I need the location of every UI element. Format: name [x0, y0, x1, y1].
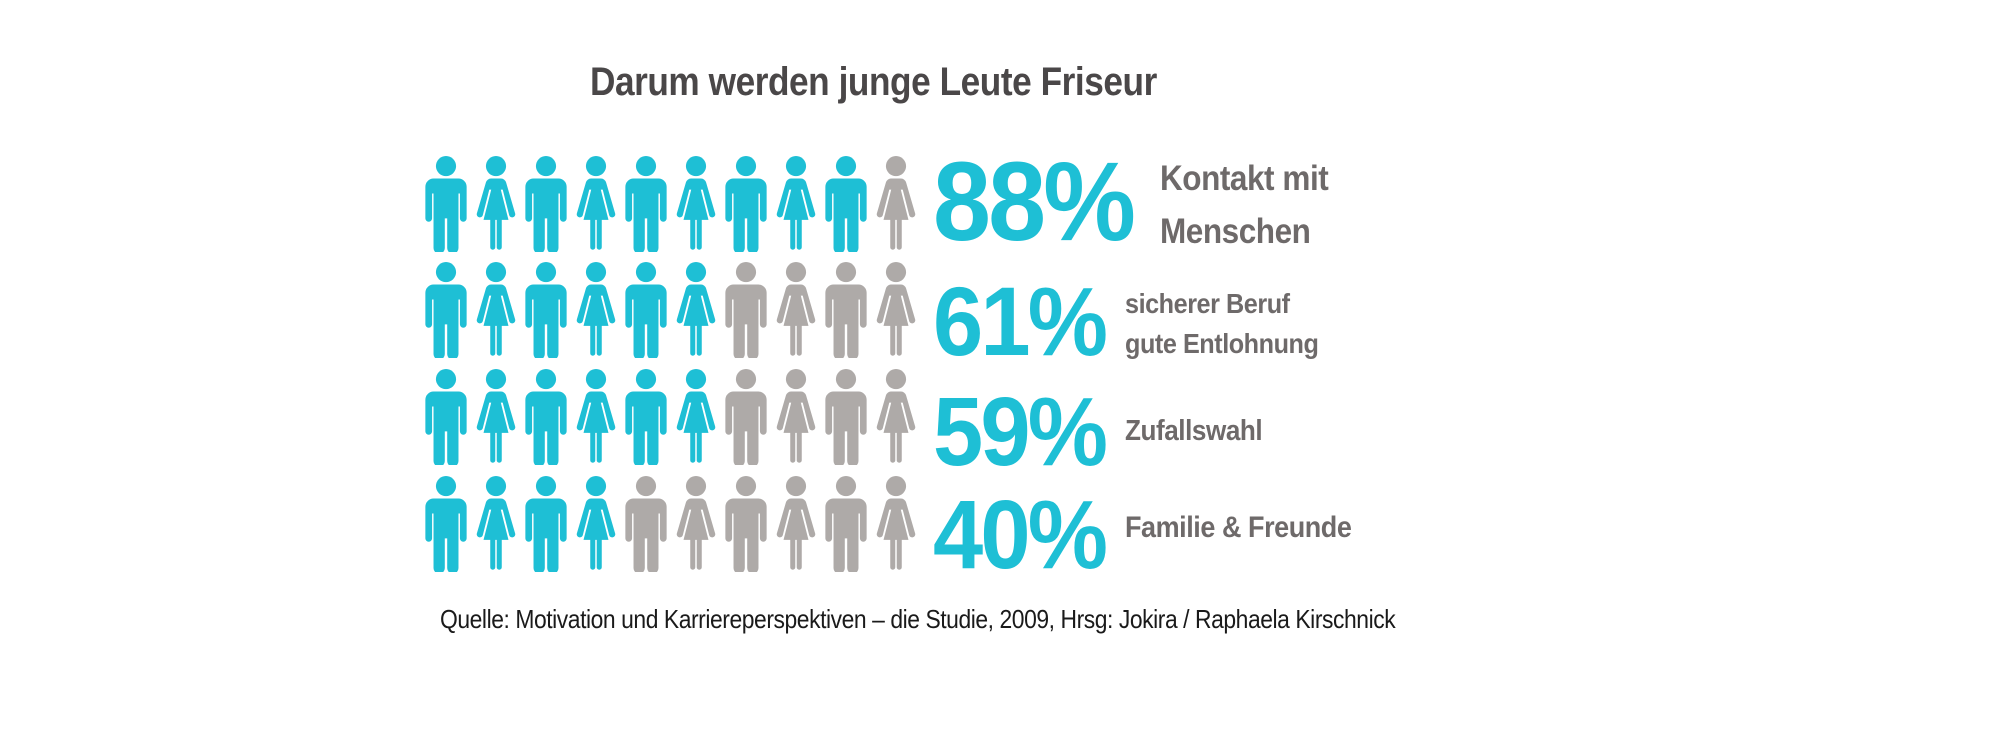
icon-grid-row-3: [423, 369, 919, 465]
icon-grid-row-1: [423, 156, 919, 252]
female-person-icon: [773, 476, 819, 572]
stat-row-beruf: 61% sicherer Beruf gute Entlohnung: [423, 262, 1923, 370]
female-person-icon: [573, 156, 619, 252]
female-person-icon: [773, 156, 819, 252]
female-person-icon: [673, 476, 719, 572]
female-person-icon: [473, 262, 519, 358]
female-person-icon: [773, 369, 819, 465]
male-person-icon: [623, 156, 669, 252]
row-label: sicherer Beruf gute Entlohnung: [1125, 284, 1319, 364]
female-person-icon: [673, 262, 719, 358]
row-label-line2: Menschen: [1160, 212, 1311, 251]
male-person-icon: [423, 369, 469, 465]
stat-row-kontakt: 88% Kontakt mit Menschen: [423, 146, 1923, 258]
row-label: Kontakt mit Menschen: [1160, 152, 1329, 258]
row-label-line1: Kontakt mit: [1160, 159, 1329, 198]
female-person-icon: [873, 262, 919, 358]
male-person-icon: [623, 369, 669, 465]
percent-value: 59%: [933, 377, 1108, 486]
female-person-icon: [473, 156, 519, 252]
icon-grid-row-2: [423, 262, 919, 358]
male-person-icon: [523, 369, 569, 465]
female-person-icon: [573, 476, 619, 572]
female-person-icon: [673, 156, 719, 252]
male-person-icon: [723, 369, 769, 465]
percent-value: 61%: [933, 267, 1108, 376]
male-person-icon: [423, 262, 469, 358]
female-person-icon: [673, 369, 719, 465]
stat-row-familie: 40% Familie & Freunde: [423, 476, 1923, 583]
chart-title: Darum werden junge Leute Friseur: [590, 60, 1157, 104]
male-person-icon: [723, 262, 769, 358]
male-person-icon: [623, 476, 669, 572]
row-label-line2: gute Entlohnung: [1125, 328, 1319, 359]
source-caption: Quelle: Motivation und Karriereperspekti…: [440, 604, 1396, 634]
male-person-icon: [423, 156, 469, 252]
male-person-icon: [823, 369, 869, 465]
male-person-icon: [623, 262, 669, 358]
male-person-icon: [823, 156, 869, 252]
female-person-icon: [773, 262, 819, 358]
male-person-icon: [523, 262, 569, 358]
male-person-icon: [823, 476, 869, 572]
row-label: Zufallswahl: [1125, 415, 1263, 447]
percent-value: 88%: [933, 139, 1136, 264]
female-person-icon: [873, 476, 919, 572]
row-label-line1: Zufallswahl: [1125, 415, 1263, 447]
percent-value: 40%: [933, 480, 1108, 589]
male-person-icon: [723, 476, 769, 572]
female-person-icon: [473, 369, 519, 465]
stat-row-zufallswahl: 59% Zufallswahl: [423, 369, 1923, 480]
male-person-icon: [723, 156, 769, 252]
female-person-icon: [473, 476, 519, 572]
row-label-line1: Familie & Freunde: [1125, 511, 1352, 544]
female-person-icon: [573, 262, 619, 358]
female-person-icon: [573, 369, 619, 465]
male-person-icon: [523, 156, 569, 252]
row-label-line1: sicherer Beruf: [1125, 288, 1290, 319]
male-person-icon: [423, 476, 469, 572]
female-person-icon: [873, 156, 919, 252]
male-person-icon: [823, 262, 869, 358]
male-person-icon: [523, 476, 569, 572]
row-label: Familie & Freunde: [1125, 511, 1352, 544]
female-person-icon: [873, 369, 919, 465]
icon-grid-row-4: [423, 476, 919, 572]
